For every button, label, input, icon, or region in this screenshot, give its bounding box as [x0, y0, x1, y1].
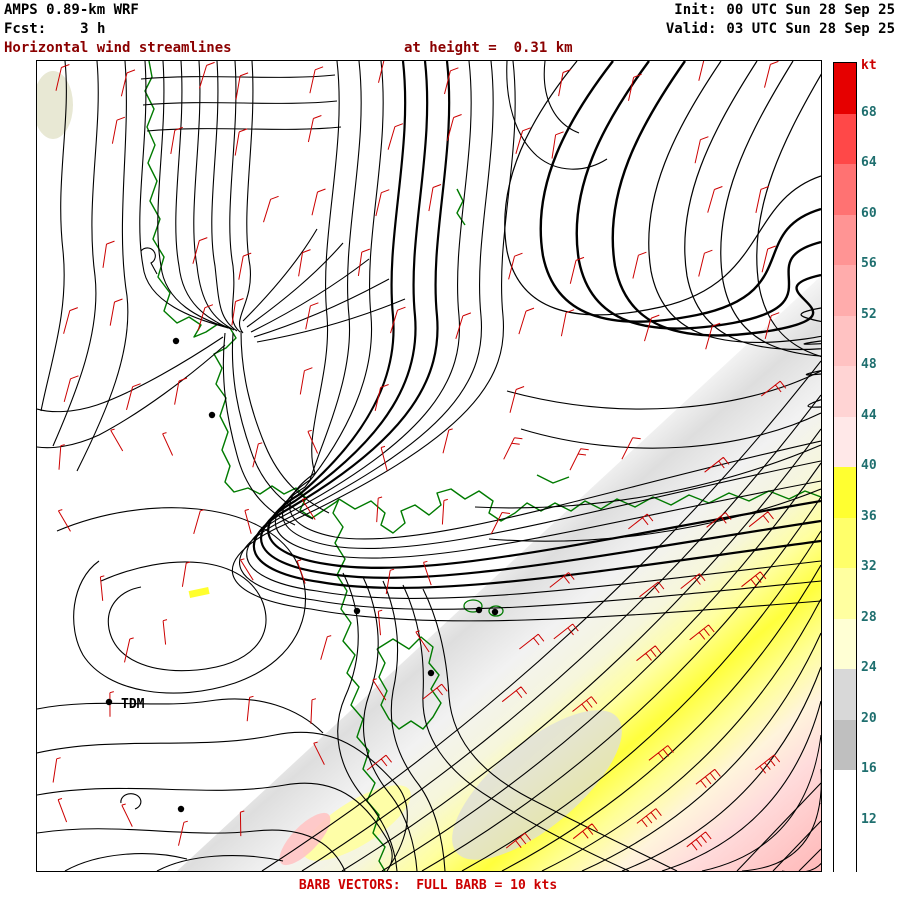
colorbar-segment	[834, 719, 856, 771]
colorbar-segments	[834, 63, 856, 872]
colorbar-tick-label: 36	[861, 508, 877, 524]
forecast-value: 3 h	[80, 21, 106, 37]
colorbar-tick-label: 48	[861, 357, 877, 372]
colorbar-tick-label: 16	[861, 761, 877, 776]
forecast-label: Fcst:	[4, 21, 47, 37]
colorbar-segment	[834, 164, 856, 215]
forecast-hour-line: Fcst: 3 h	[4, 21, 105, 37]
field-title: Horizontal wind streamlines	[4, 40, 232, 56]
colorbar-tick-label: 64	[861, 155, 877, 170]
init-label: Init:	[674, 2, 717, 18]
wind-speed-shading-layer	[37, 71, 821, 871]
colorbar-tick-label: 12	[861, 811, 877, 827]
colorbar-segment	[834, 618, 856, 670]
valid-value: 03 UTC Sun 28 Sep 25	[726, 21, 895, 37]
colorbar-tick-label: 56	[861, 256, 877, 271]
colorbar	[833, 62, 857, 872]
colorbar-segment	[834, 467, 856, 518]
colorbar-segment	[834, 568, 856, 619]
height-title: at height = 0.31 km	[404, 40, 573, 56]
colorbar-tick-label: 60	[861, 205, 877, 221]
wind-barbs-layer	[52, 61, 787, 851]
init-value: 00 UTC Sun 28 Sep 25	[726, 2, 895, 18]
colorbar-segment	[834, 63, 856, 114]
colorbar-segment	[834, 669, 856, 720]
model-title: AMPS 0.89-km WRF	[4, 2, 139, 18]
colorbar-segment	[834, 416, 856, 468]
colorbar-segment	[834, 770, 856, 821]
map-canvas: TDM	[37, 61, 821, 871]
colorbar-tick-label: 32	[861, 559, 877, 574]
barb-caption: BARB VECTORS: FULL BARB = 10 kts	[298, 878, 558, 893]
valid-time-line: Valid: 03 UTC Sun 28 Sep 25	[666, 21, 895, 37]
valid-label: Valid:	[665, 21, 717, 37]
colorbar-segment	[834, 113, 856, 165]
colorbar-segment	[834, 214, 856, 266]
colorbar-tick-label: 20	[861, 710, 877, 726]
streamlines-layer	[37, 61, 821, 871]
init-time-line: Init: 00 UTC Sun 28 Sep 25	[674, 2, 895, 18]
colorbar-tick-label: 68	[861, 104, 877, 120]
colorbar-tick-label: 52	[861, 306, 877, 322]
colorbar-tick-labels: 68 64 60 56 52 48 44 40 36 32 28 24 20 16 12	[861, 62, 897, 870]
colorbar-tick-label: 28	[861, 609, 877, 625]
station-markers-layer: TDM	[105, 337, 499, 813]
colorbar-segment	[834, 265, 856, 316]
colorbar-segment	[834, 366, 856, 417]
colorbar-unit-label: kt	[861, 58, 877, 73]
colorbar-tick-label: 24	[861, 660, 877, 675]
colorbar-segment	[834, 517, 856, 569]
colorbar-tick-label: 40	[861, 458, 877, 473]
colorbar-tick-label: 44	[861, 407, 877, 423]
station-label: TDM	[121, 697, 145, 712]
colorbar-segment	[834, 315, 856, 367]
colorbar-segment	[834, 820, 856, 872]
map-frame: TDM	[36, 60, 822, 872]
